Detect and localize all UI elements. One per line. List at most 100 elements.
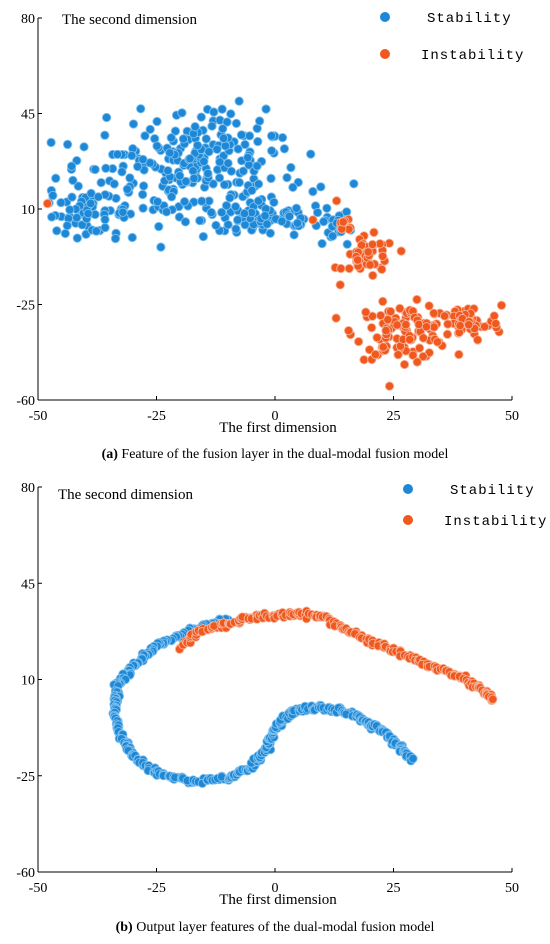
instability-point: [352, 255, 363, 265]
y-tick-label: 45: [21, 577, 35, 592]
stability-point: [277, 216, 287, 226]
stability-point: [233, 215, 243, 225]
stability-point: [209, 107, 219, 117]
stability-point: [218, 133, 229, 143]
data-points: [42, 96, 507, 391]
y-tick-label: 80: [21, 12, 35, 27]
instability-point: [396, 246, 406, 256]
legend-stability-label: Stability: [427, 11, 512, 27]
stability-point: [66, 161, 77, 171]
stability-point: [215, 157, 225, 167]
stability-point: [190, 122, 200, 132]
stability-point: [239, 208, 250, 219]
stability-point: [140, 131, 150, 141]
stability-point: [179, 197, 190, 207]
instability-point: [491, 318, 501, 329]
caption-a: (a) Feature of the fusion layer in the d…: [0, 447, 550, 463]
stability-point: [317, 238, 327, 249]
stability-point: [152, 197, 163, 207]
stability-point: [72, 233, 82, 243]
stability-point: [342, 239, 352, 249]
stability-point: [48, 190, 58, 201]
stability-point: [96, 177, 106, 188]
instability-point: [464, 320, 474, 330]
stability-point: [207, 121, 217, 131]
legend-stability-label: Stability: [450, 483, 535, 499]
stability-point: [312, 207, 323, 218]
stability-point: [68, 175, 78, 186]
instability-point: [372, 332, 382, 343]
stability-point: [306, 149, 316, 159]
stability-point: [267, 146, 277, 156]
instability-point: [479, 322, 490, 332]
y-tick-label: -25: [16, 770, 35, 785]
stability-point: [225, 193, 235, 203]
instability-point: [361, 307, 371, 317]
stability-point: [201, 134, 211, 144]
stability-point: [196, 112, 206, 122]
instability-point: [454, 349, 464, 360]
stability-point: [132, 161, 143, 172]
stability-point: [118, 207, 128, 217]
scatter-plot-b: -50 -25 0 25 50 80 45 10 -25 -60 The first dimensi…: [16, 481, 546, 908]
stability-point: [265, 228, 275, 238]
scatter-plot-a: -50 -25 0 25 50 80 45 10 -25 -60 The first dimensi…: [16, 11, 523, 436]
stability-point: [262, 219, 272, 229]
stability-point: [292, 218, 303, 228]
stability-point: [73, 181, 83, 191]
instability-point: [338, 217, 348, 227]
instability-point: [414, 343, 425, 353]
stability-point: [230, 202, 241, 212]
stability-point: [308, 186, 318, 197]
stability-point: [46, 137, 56, 148]
stability-point: [170, 126, 181, 136]
stability-point: [109, 179, 119, 189]
stability-point: [279, 144, 290, 154]
stability-point: [122, 184, 132, 194]
y-axis-title: The second dimension: [62, 12, 197, 28]
y-tick-label: 10: [21, 674, 35, 689]
stability-point: [91, 226, 101, 236]
caption-b: (b) Output layer features of the dual-mo…: [0, 920, 550, 936]
legend-stability-marker: [380, 12, 390, 22]
instability-point: [376, 310, 386, 321]
stability-point: [83, 208, 93, 219]
stability-point: [234, 96, 244, 106]
instability-point: [489, 311, 499, 321]
stability-point: [266, 131, 277, 141]
stability-point: [243, 152, 253, 163]
stability-point: [117, 167, 127, 177]
stability-point: [341, 207, 352, 217]
stability-point: [238, 166, 248, 176]
stability-point: [101, 163, 111, 173]
stability-point: [327, 231, 338, 241]
stability-point: [56, 198, 66, 208]
y-axis-title: The second dimension: [58, 487, 193, 503]
stability-point: [180, 217, 191, 227]
stability-point: [178, 134, 189, 144]
y-tick-label: -25: [16, 299, 35, 314]
instability-point: [367, 239, 378, 250]
stability-point: [282, 172, 292, 183]
y-tick-label: 80: [21, 481, 35, 496]
x-tick-label: 25: [387, 881, 401, 896]
stability-point: [203, 168, 213, 179]
stability-point: [60, 228, 70, 239]
x-tick-label: -25: [147, 409, 166, 424]
stability-point: [247, 185, 257, 196]
instability-point: [378, 342, 388, 352]
stability-point: [127, 150, 137, 161]
instability-point: [377, 264, 387, 275]
instability-point: [418, 351, 428, 362]
instability-point: [405, 334, 415, 345]
stability-point: [79, 142, 89, 152]
stability-point: [101, 112, 112, 123]
stability-point: [62, 139, 73, 150]
stability-point: [195, 215, 205, 226]
caption-a-label: (a): [101, 447, 118, 462]
stability-point: [90, 164, 100, 175]
x-tick-label: -25: [147, 881, 166, 896]
stability-point: [112, 149, 123, 160]
instability-point: [368, 270, 378, 281]
caption-b-text: Output layer features of the dual-modal …: [132, 920, 435, 935]
